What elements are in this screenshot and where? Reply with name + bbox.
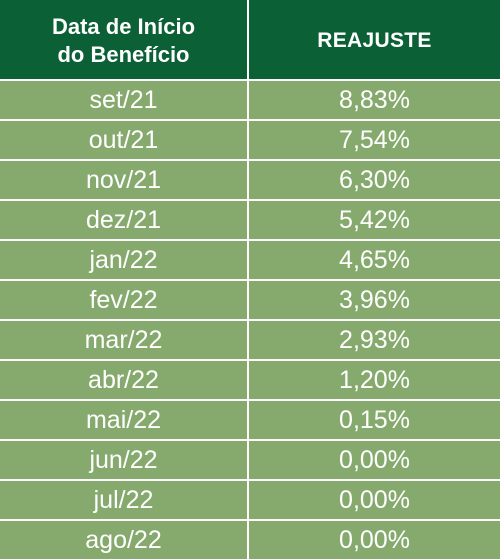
value-cell: 0,00% xyxy=(249,519,500,559)
date-cell: jan/22 xyxy=(0,239,249,279)
header-data-inicio-line2: do Benefício xyxy=(57,41,190,67)
date-cell: ago/22 xyxy=(0,519,249,559)
date-cell: dez/21 xyxy=(0,199,249,239)
date-cell: jun/22 xyxy=(0,439,249,479)
date-cell: set/21 xyxy=(0,79,249,119)
date-cell: abr/22 xyxy=(0,359,249,399)
date-cell: nov/21 xyxy=(0,159,249,199)
value-cell: 7,54% xyxy=(249,119,500,159)
header-data-inicio: Data de Início do Benefício xyxy=(0,0,249,79)
value-cell: 2,93% xyxy=(249,319,500,359)
date-cell: mar/22 xyxy=(0,319,249,359)
value-cell: 0,00% xyxy=(249,479,500,519)
value-cell: 8,83% xyxy=(249,79,500,119)
value-cell: 5,42% xyxy=(249,199,500,239)
value-cell: 3,96% xyxy=(249,279,500,319)
value-cell: 0,15% xyxy=(249,399,500,439)
date-cell: out/21 xyxy=(0,119,249,159)
date-cell: fev/22 xyxy=(0,279,249,319)
value-cell: 6,30% xyxy=(249,159,500,199)
header-reajuste: REAJUSTE xyxy=(249,0,500,79)
header-data-inicio-line1: Data de Início xyxy=(51,13,196,39)
value-cell: 0,00% xyxy=(249,439,500,479)
value-cell: 4,65% xyxy=(249,239,500,279)
date-cell: jul/22 xyxy=(0,479,249,519)
value-cell: 1,20% xyxy=(249,359,500,399)
date-cell: mai/22 xyxy=(0,399,249,439)
